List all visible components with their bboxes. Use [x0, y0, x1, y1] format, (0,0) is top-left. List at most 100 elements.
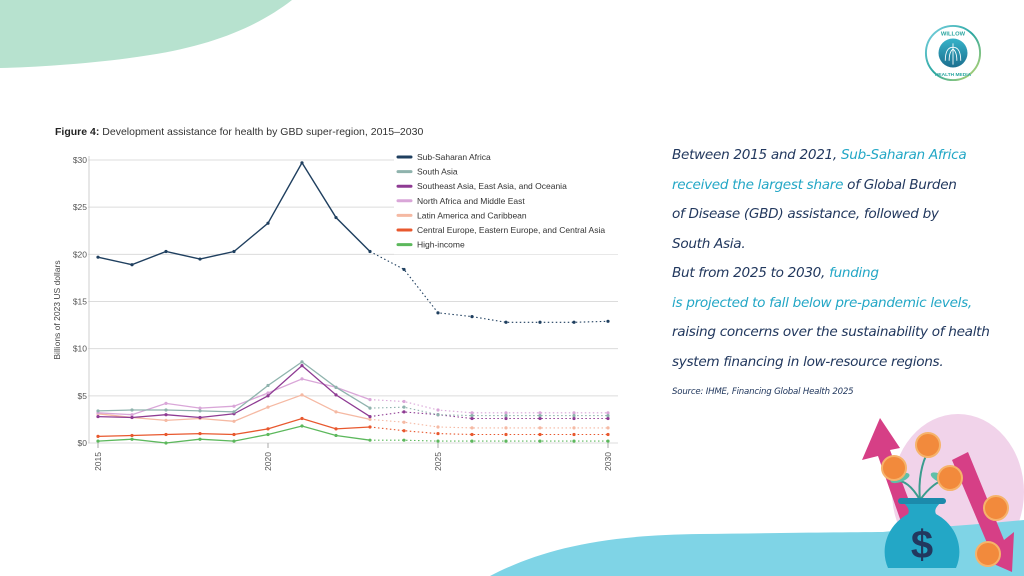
data-point — [572, 416, 576, 421]
data-point — [538, 414, 542, 418]
data-point — [504, 320, 508, 324]
data-point — [266, 432, 270, 437]
series-line-actual — [97, 361, 371, 413]
data-point — [606, 432, 610, 437]
money-bag-growth-icon: $ — [840, 414, 1024, 576]
legend-background — [394, 150, 618, 255]
data-point — [164, 441, 168, 445]
data-point — [436, 425, 440, 429]
narrative-span: of Global Burden — [843, 176, 957, 193]
data-point — [96, 439, 100, 443]
data-point — [504, 426, 508, 430]
data-point — [300, 360, 304, 364]
data-point — [334, 393, 338, 397]
x-tick-label: 2020 — [263, 452, 273, 471]
willow-health-media-logo: WILLOW HEALTH MEDIA — [924, 24, 982, 82]
data-point — [402, 438, 406, 442]
narrative-line-3: of Disease (GBD) assistance, followed by — [672, 206, 939, 222]
dollar-symbol: $ — [911, 523, 933, 567]
data-point — [232, 432, 236, 437]
data-point — [232, 410, 236, 414]
series-line-projected — [369, 251, 609, 323]
data-point — [266, 394, 270, 398]
data-point — [572, 439, 576, 443]
data-point — [198, 257, 202, 261]
x-tick-label: 2015 — [93, 452, 103, 471]
data-point — [538, 320, 542, 324]
data-point — [130, 408, 134, 412]
y-axis-label: Billions of 2023 US dollars — [52, 260, 62, 360]
data-point — [368, 398, 372, 402]
data-point — [334, 385, 338, 389]
y-tick-label: $20 — [73, 249, 87, 259]
data-point — [368, 425, 372, 429]
data-point — [606, 414, 610, 418]
narrative-line-2: received the largest share of Global Bur… — [672, 171, 1002, 201]
data-point — [334, 433, 338, 438]
data-point — [300, 377, 304, 381]
data-point — [300, 424, 304, 428]
data-point — [266, 391, 270, 395]
data-point — [538, 439, 542, 443]
legend-label: Southeast Asia, East Asia, and Oceania — [417, 181, 567, 191]
data-point — [436, 431, 440, 436]
data-point — [198, 409, 202, 413]
data-point — [266, 405, 270, 409]
data-point — [572, 320, 576, 324]
data-point — [436, 413, 440, 417]
y-tick-label: $10 — [73, 344, 87, 354]
data-point — [266, 221, 270, 225]
narrative-line-5: But from 2025 to 2030, funding — [672, 259, 1002, 289]
data-point — [232, 439, 236, 443]
data-point — [368, 249, 372, 254]
data-point — [606, 426, 610, 430]
narrative-line-7: raising concerns over the sustainability… — [672, 324, 990, 340]
data-point — [300, 416, 304, 421]
data-point — [300, 161, 304, 165]
data-point — [164, 401, 168, 405]
data-point — [402, 399, 406, 404]
data-point — [402, 405, 406, 409]
figure-label: Figure 4: — [55, 126, 100, 138]
series-line-projected — [369, 418, 608, 429]
data-point — [334, 215, 338, 220]
series-line-projected — [370, 439, 608, 442]
series-line-projected — [369, 411, 608, 420]
legend-label: South Asia — [417, 167, 458, 177]
data-point — [606, 319, 610, 323]
source-note: Source: IHME, Financing Global Health 20… — [672, 387, 854, 397]
y-tick-label: $15 — [73, 297, 87, 307]
data-point — [368, 406, 372, 410]
data-point — [300, 393, 304, 397]
narrative-line-8: system financing in low-resource regions… — [672, 353, 944, 370]
data-point — [368, 438, 372, 442]
data-point — [164, 249, 168, 254]
data-point — [232, 404, 236, 408]
data-point — [334, 427, 338, 431]
data-point — [504, 432, 508, 437]
series-line-actual — [97, 378, 371, 416]
narrative-line-1: Between 2015 and 2021, Sub-Saharan Afric… — [672, 141, 1002, 171]
y-tick-label: $5 — [78, 391, 88, 401]
data-point — [402, 429, 406, 433]
data-point — [572, 414, 576, 418]
data-point — [538, 416, 542, 421]
data-point — [198, 431, 202, 436]
y-tick-label: $25 — [73, 202, 87, 212]
legend-label: Latin America and Caribbean — [417, 210, 527, 220]
narrative-span: But from 2025 to 2030, — [672, 265, 830, 281]
narrative-span: Between 2015 and 2021, — [672, 147, 841, 163]
data-point — [96, 409, 100, 413]
data-point — [572, 432, 576, 437]
narrative-highlight: funding — [829, 265, 879, 281]
narrative-line-6: is projected to fall below pre-pandemic … — [672, 294, 972, 311]
data-point — [402, 410, 406, 414]
y-tick-label: $0 — [78, 438, 88, 448]
data-point — [96, 434, 100, 438]
data-point — [402, 267, 406, 272]
series-line-projected — [369, 399, 608, 414]
data-point — [538, 426, 542, 430]
data-point — [470, 414, 474, 418]
data-point — [368, 414, 372, 419]
data-point — [198, 437, 202, 441]
